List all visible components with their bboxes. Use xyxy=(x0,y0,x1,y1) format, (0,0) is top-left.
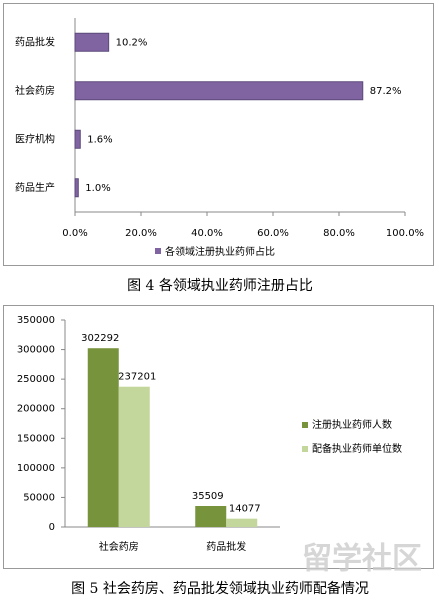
x-tick-label: 20.0% xyxy=(125,228,157,239)
category-label: 药品生产 xyxy=(15,181,55,194)
value-label: 10.2% xyxy=(116,37,148,48)
bar xyxy=(87,348,119,527)
bar xyxy=(74,129,81,149)
category-label: 药品批发 xyxy=(206,540,246,553)
bar xyxy=(74,81,364,101)
caption: 图 5 社会药房、药品批发领域执业药师配备情况 xyxy=(71,580,369,597)
y-tick-label: 100000 xyxy=(17,463,55,474)
x-tick-label: 0.0% xyxy=(62,228,87,239)
category-label: 医疗机构 xyxy=(15,132,55,145)
value-label: 87.2% xyxy=(370,86,402,97)
category-label: 社会药房 xyxy=(15,84,55,97)
chart-frame xyxy=(3,305,434,569)
value-label: 1.6% xyxy=(87,134,112,145)
y-tick-label: 200000 xyxy=(17,404,55,415)
legend-marker xyxy=(155,248,161,254)
x-tick-label: 100.0% xyxy=(386,228,424,239)
bar xyxy=(74,32,110,52)
legend-label: 配备执业药师单位数 xyxy=(312,442,402,455)
value-label: 302292 xyxy=(81,333,119,344)
y-tick-label: 150000 xyxy=(17,433,55,444)
y-tick-label: 300000 xyxy=(17,345,55,356)
value-label: 1.0% xyxy=(85,183,110,194)
bar xyxy=(118,386,150,527)
x-tick-label: 60.0% xyxy=(257,228,289,239)
value-label: 35509 xyxy=(192,491,224,502)
y-tick-label: 250000 xyxy=(17,374,55,385)
x-tick-label: 80.0% xyxy=(323,228,355,239)
legend-marker xyxy=(302,422,308,428)
category-label: 药品批发 xyxy=(15,35,55,48)
value-label: 14077 xyxy=(229,504,261,515)
category-label: 社会药房 xyxy=(99,540,139,553)
x-tick-label: 40.0% xyxy=(191,228,223,239)
y-tick-label: 350000 xyxy=(17,315,55,326)
bar xyxy=(195,505,227,527)
bar xyxy=(226,518,258,527)
legend-marker xyxy=(302,446,308,452)
value-label: 237201 xyxy=(118,372,156,383)
caption: 图 4 各领域执业药师注册占比 xyxy=(127,278,313,294)
legend-label: 各领域注册执业药师占比 xyxy=(165,245,275,258)
y-tick-label: 50000 xyxy=(23,492,55,503)
legend-label: 注册执业药师人数 xyxy=(312,418,392,431)
watermark: 留学社区 xyxy=(302,542,422,577)
chart-frame xyxy=(3,3,434,266)
bar xyxy=(74,178,79,198)
y-tick-label: 0 xyxy=(49,522,55,533)
